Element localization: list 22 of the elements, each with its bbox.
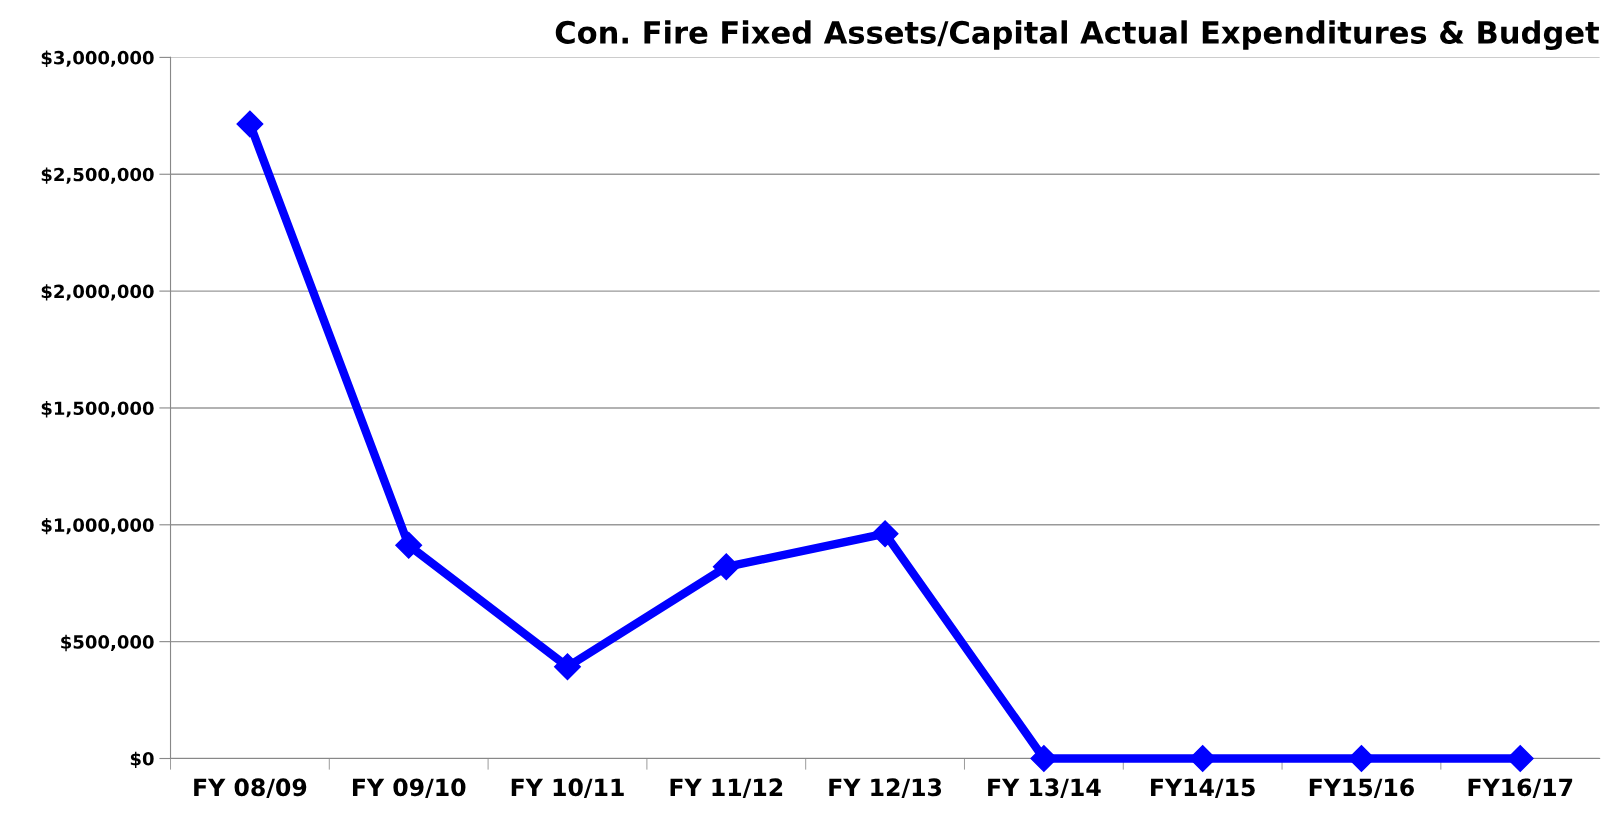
point [871, 520, 899, 548]
point [712, 553, 740, 581]
point [395, 531, 423, 559]
x-tick-label: FY 09/10 [352, 778, 466, 799]
y-tick-label: $500,000 [61, 634, 154, 652]
y-tick-label: $3,000,000 [41, 50, 154, 67]
x-tick-label: FY 08/09 [194, 778, 307, 799]
x-tick-label: FY 12/13 [829, 778, 942, 799]
point [236, 110, 264, 138]
x-tick-label: FY 13/14 [988, 778, 1101, 799]
x-tick-label: FY 10/11 [511, 778, 624, 799]
x-tick-label: FY16/17 [1468, 778, 1573, 799]
y-tick-label: $2,000,000 [41, 284, 154, 301]
y-tick-label: $1,000,000 [41, 517, 154, 535]
point [554, 653, 581, 681]
x-tick-label: FY15/16 [1309, 778, 1414, 799]
x-tick-label: FY 11/12 [670, 778, 783, 799]
y-tick-label: $1,500,000 [41, 401, 154, 418]
y-tick-label: $2,500,000 [41, 167, 154, 184]
x-tick-label: FY14/15 [1151, 778, 1255, 799]
y-tick-label: $0 [130, 751, 154, 769]
chart-title: Con. Fire Fixed Assets/Capital Actual Expenditures & Budget [555, 20, 1599, 51]
